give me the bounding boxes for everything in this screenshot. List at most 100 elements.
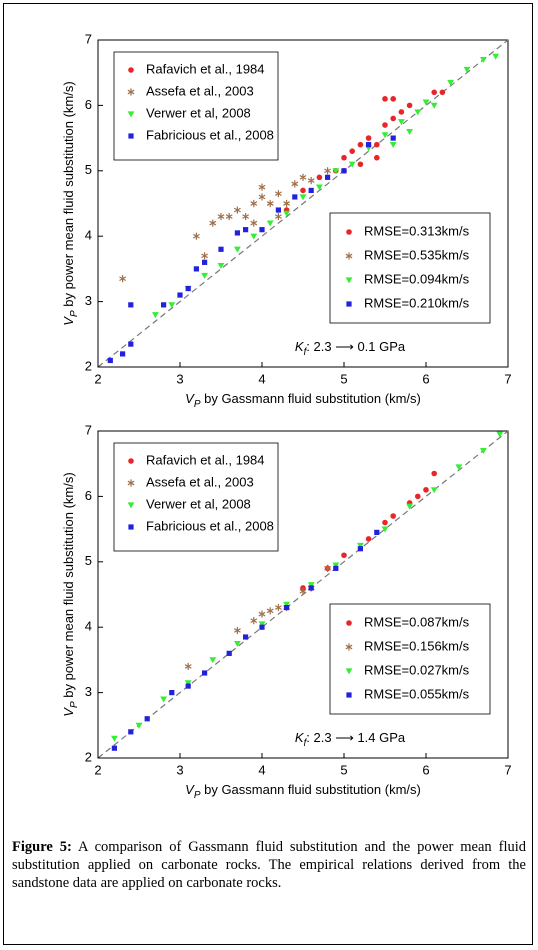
y-tick-label: 4 xyxy=(85,619,92,634)
rmse-label: RMSE=0.087km/s xyxy=(364,614,470,629)
legend-box xyxy=(113,51,279,161)
point xyxy=(332,562,340,569)
point xyxy=(480,57,487,64)
point xyxy=(415,493,421,500)
point xyxy=(357,546,363,552)
point xyxy=(365,135,372,141)
y-axis-label: VP by power mean fluid substitution (km/… xyxy=(61,81,79,325)
point xyxy=(250,617,258,625)
y-tick-label: 7 xyxy=(85,422,92,437)
point xyxy=(243,227,249,233)
caption-label: Figure 5: xyxy=(12,839,72,855)
x-tick-label: 7 xyxy=(504,762,511,777)
point xyxy=(243,634,249,640)
rmse-marker xyxy=(345,668,353,675)
rmse-label: RMSE=0.027km/s xyxy=(364,662,470,677)
rmse-marker xyxy=(346,301,352,307)
point xyxy=(406,102,413,109)
point xyxy=(291,180,299,188)
point xyxy=(283,601,290,608)
annotation: Kf: 2.3 ⟶ 1.4 GPa xyxy=(295,730,406,748)
rmse-box xyxy=(329,212,491,324)
x-tick-label: 4 xyxy=(258,371,265,386)
point xyxy=(111,735,118,742)
caption: Figure 5: A comparison of Gassmann fluid… xyxy=(12,838,526,892)
point xyxy=(128,341,134,347)
point xyxy=(316,184,323,191)
point xyxy=(111,745,117,751)
point xyxy=(414,109,422,116)
point xyxy=(274,603,282,612)
point xyxy=(234,640,241,647)
point xyxy=(233,626,241,635)
point xyxy=(431,89,438,96)
point xyxy=(184,680,192,687)
point xyxy=(480,448,487,455)
point xyxy=(120,351,126,357)
point xyxy=(259,227,265,233)
x-axis-label-part: P xyxy=(194,399,201,410)
point xyxy=(128,302,134,308)
point xyxy=(374,529,380,535)
x-tick-label: 6 xyxy=(422,762,429,777)
legend-label: Assefa et al., 2003 xyxy=(146,474,254,489)
point xyxy=(234,246,241,253)
point xyxy=(185,285,191,292)
point xyxy=(333,565,339,571)
y-axis-label-part: V xyxy=(61,707,76,717)
point xyxy=(169,690,175,696)
point xyxy=(381,526,389,533)
point xyxy=(422,99,430,106)
point xyxy=(341,552,347,559)
point xyxy=(463,66,471,73)
point xyxy=(341,154,347,161)
rmse-label: RMSE=0.156km/s xyxy=(364,638,470,653)
caption-text: A comparison of Gassmann fluid substitut… xyxy=(12,839,526,891)
legend-marker xyxy=(128,133,134,139)
rmse-marker xyxy=(345,643,353,651)
y-axis-label-part: P xyxy=(69,310,80,317)
rmse-marker xyxy=(346,692,352,698)
legend-marker xyxy=(128,524,134,530)
point xyxy=(341,168,347,174)
rmse-marker xyxy=(346,229,352,235)
point xyxy=(202,670,208,676)
y-tick-label: 2 xyxy=(85,749,92,764)
y-tick-label: 5 xyxy=(85,553,92,568)
point xyxy=(406,503,413,510)
point xyxy=(324,167,332,175)
point xyxy=(389,142,397,149)
point xyxy=(357,161,364,168)
point xyxy=(299,194,307,201)
x-tick-label: 7 xyxy=(504,371,511,386)
y-tick-label: 7 xyxy=(85,31,92,46)
annotation-part: f xyxy=(304,347,308,358)
point xyxy=(300,187,306,194)
point xyxy=(357,141,364,148)
y-tick-label: 3 xyxy=(85,684,92,699)
annotation-part: K xyxy=(295,730,305,745)
point xyxy=(390,115,397,122)
legend-label: Verwer et al, 2008 xyxy=(146,105,251,120)
point xyxy=(160,696,167,703)
point xyxy=(398,119,405,126)
x-axis-label: VP by Gassmann fluid substitution (km/s) xyxy=(185,782,421,800)
rmse-label: RMSE=0.535km/s xyxy=(364,247,470,262)
point xyxy=(184,662,192,671)
point xyxy=(348,161,356,168)
x-tick-label: 2 xyxy=(94,762,101,777)
annotation-part: K xyxy=(295,339,305,354)
point xyxy=(225,212,233,221)
point xyxy=(325,174,331,180)
point xyxy=(107,357,113,364)
x-axis-label-part: P xyxy=(194,790,201,801)
point xyxy=(242,212,250,221)
point xyxy=(374,154,380,161)
point xyxy=(144,716,150,722)
rmse-marker xyxy=(345,252,353,260)
point xyxy=(283,199,291,208)
point xyxy=(366,142,372,148)
point xyxy=(447,79,454,86)
legend-marker xyxy=(128,458,134,464)
legend-label: Verwer et al, 2008 xyxy=(146,496,251,511)
